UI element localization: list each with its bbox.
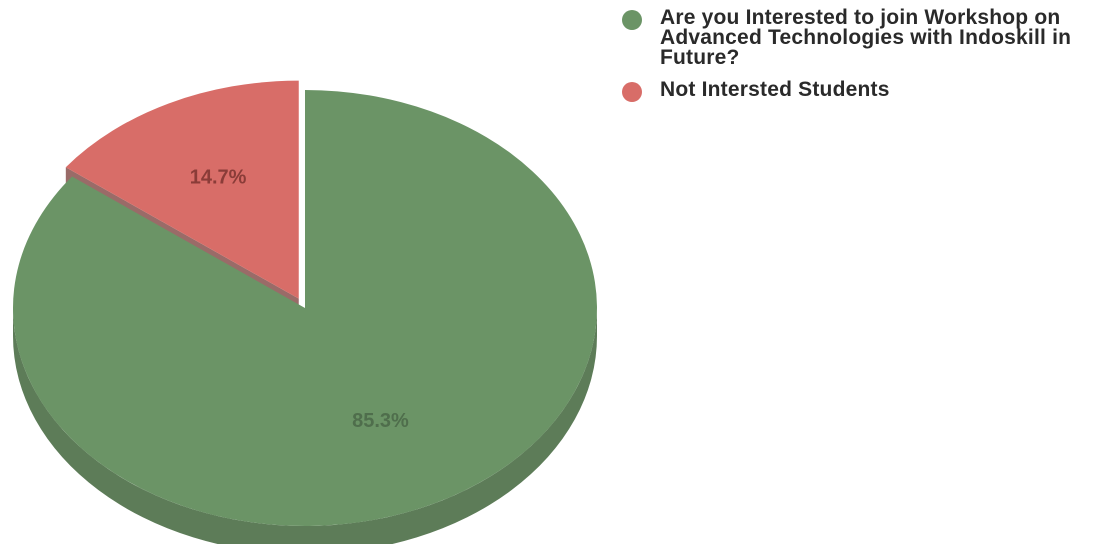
pie-slice-label-1: 14.7% [190, 167, 247, 189]
pie-slices [12, 80, 597, 527]
legend-marker-interested [622, 10, 642, 30]
legend-label-interested: Are you Interested to join Workshop on A… [660, 6, 1072, 69]
legend: Are you Interested to join Workshop on A… [622, 6, 1092, 114]
legend-label-not-interested: Not Intersted Students [660, 78, 890, 101]
pie-slice-0[interactable] [12, 90, 597, 527]
pie-slice-labels: 85.3% 14.7% [190, 167, 409, 433]
legend-item-interested[interactable]: Are you Interested to join Workshop on A… [622, 6, 1092, 69]
pie-slice-1[interactable] [65, 80, 299, 299]
legend-item-not-interested[interactable]: Not Intersted Students [622, 78, 1092, 102]
pie-slice-label-0: 85.3% [352, 410, 409, 432]
legend-marker-not-interested [622, 82, 642, 102]
